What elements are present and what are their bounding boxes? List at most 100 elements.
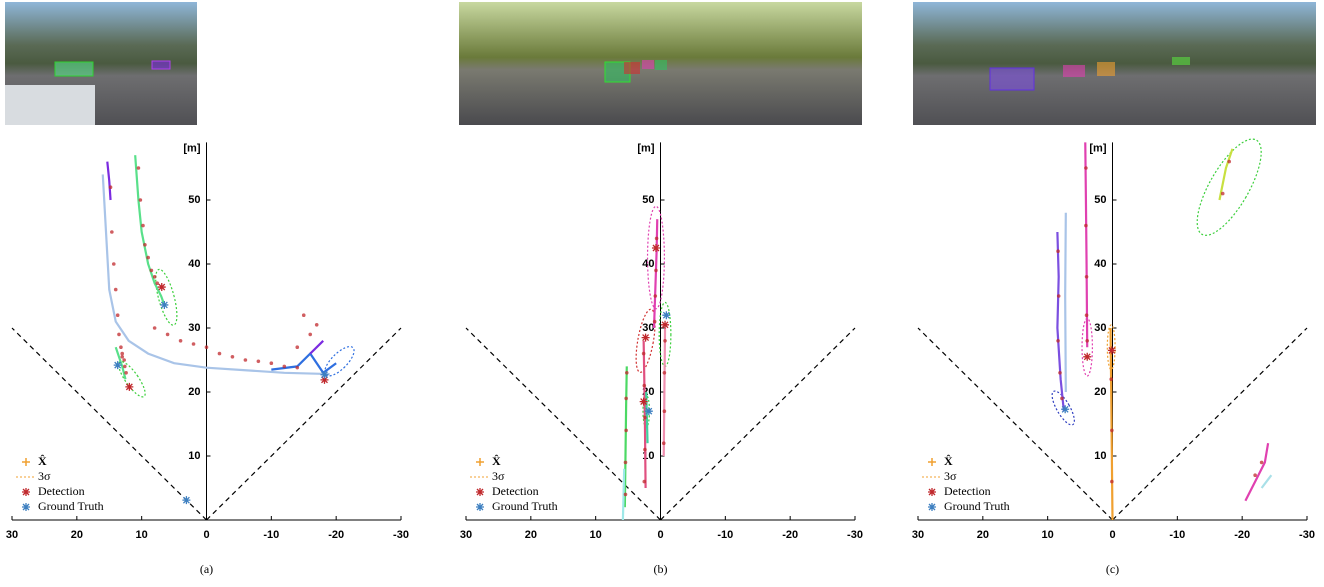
detection	[1056, 294, 1061, 298]
legend-label: 3σ	[38, 469, 51, 483]
detection	[123, 364, 127, 369]
detection	[243, 358, 248, 362]
y-tick-label: 40	[188, 258, 200, 270]
star-marker	[22, 488, 30, 496]
y-tick-label: 20	[1094, 386, 1106, 398]
detection	[110, 230, 114, 234]
y-tick-label: 50	[642, 194, 654, 206]
detection	[111, 262, 116, 266]
detection	[141, 223, 145, 228]
y-axis-label: [m]	[637, 142, 654, 154]
x-tick-label: 30	[912, 529, 924, 541]
track	[1244, 443, 1270, 502]
track	[1064, 212, 1067, 393]
star-marker	[644, 407, 653, 416]
detection	[624, 396, 628, 401]
detection	[136, 166, 141, 170]
star-marker	[320, 370, 329, 379]
star-marker	[113, 361, 122, 370]
legend-symbol	[476, 458, 484, 466]
x-tick-label: -20	[1234, 529, 1250, 541]
detection	[191, 342, 196, 346]
detection	[149, 268, 154, 273]
legend-label: 3σ	[944, 469, 957, 483]
detection	[308, 332, 313, 337]
x-tick-label: 10	[136, 529, 148, 541]
legend-label: Ground Truth	[38, 499, 104, 513]
detection	[662, 371, 667, 375]
y-axis-label: [m]	[183, 142, 200, 154]
legend-label: X̂	[492, 454, 501, 468]
star-marker	[928, 488, 936, 496]
detection	[624, 428, 628, 433]
caption: (b)	[654, 562, 668, 576]
detection	[1109, 377, 1114, 382]
star-marker	[662, 311, 671, 320]
detection	[204, 345, 209, 350]
detection	[138, 198, 143, 202]
y-tick-label: 10	[188, 450, 200, 462]
uncertainty-ellipse	[324, 346, 355, 377]
uncertainty-ellipse	[1106, 324, 1116, 371]
detection	[1056, 339, 1060, 343]
x-tick-label: 0	[1109, 529, 1115, 541]
detection	[120, 355, 125, 359]
detection	[1058, 371, 1062, 375]
x-tick-label: 20	[525, 529, 537, 541]
detection	[152, 326, 157, 330]
track	[106, 161, 112, 201]
star-marker	[125, 382, 134, 391]
x-tick-label: 10	[1042, 529, 1054, 541]
camera-image	[459, 2, 862, 125]
track	[114, 346, 127, 380]
star-marker	[160, 300, 169, 309]
detection	[643, 415, 647, 420]
detection	[652, 319, 657, 324]
plot: 30 20 10 0 -10 -20 -301020304050[m]X̂3σDetecti…	[460, 142, 863, 575]
uncertainty-ellipse	[1051, 390, 1075, 426]
detection	[623, 460, 628, 465]
detection	[120, 351, 125, 356]
star-marker	[182, 496, 191, 505]
star-marker	[639, 397, 648, 406]
track	[652, 219, 659, 329]
detection	[1084, 275, 1089, 279]
x-tick-label: -30	[393, 529, 409, 541]
detection	[119, 345, 123, 350]
detection	[1227, 159, 1231, 164]
y-tick-label: 10	[1094, 450, 1106, 462]
detection	[256, 359, 261, 364]
detection	[282, 364, 287, 369]
star-marker	[476, 488, 484, 496]
legend-label: Ground Truth	[492, 499, 558, 513]
x-tick-label: -10	[263, 529, 279, 541]
detection	[643, 447, 647, 452]
track	[1056, 231, 1065, 412]
fov-line	[660, 327, 856, 521]
track	[1084, 142, 1089, 348]
y-axis-label: [m]	[1089, 142, 1106, 154]
track	[1109, 327, 1114, 521]
star-marker	[22, 503, 30, 511]
detection	[642, 479, 647, 484]
uncertainty-ellipse	[635, 308, 656, 373]
detection	[1060, 396, 1064, 401]
detection	[165, 332, 170, 337]
plot: 30 20 10 0 -10 -20 -301020304050[m]X̂3σDetecti…	[912, 138, 1315, 576]
detection	[661, 441, 666, 446]
detection	[642, 383, 647, 388]
uncertainty-ellipse	[646, 205, 665, 310]
detection	[1253, 473, 1257, 478]
caption: (c)	[1106, 562, 1119, 576]
y-tick-label: 30	[642, 322, 654, 334]
star-marker	[661, 320, 670, 329]
star-marker	[157, 283, 166, 292]
track	[621, 468, 626, 521]
star-marker	[1061, 405, 1070, 414]
x-tick-label: -10	[717, 529, 733, 541]
detection	[1056, 249, 1060, 253]
star-marker	[476, 503, 484, 511]
detection	[217, 351, 222, 356]
uncertainty-ellipse	[1196, 138, 1262, 236]
